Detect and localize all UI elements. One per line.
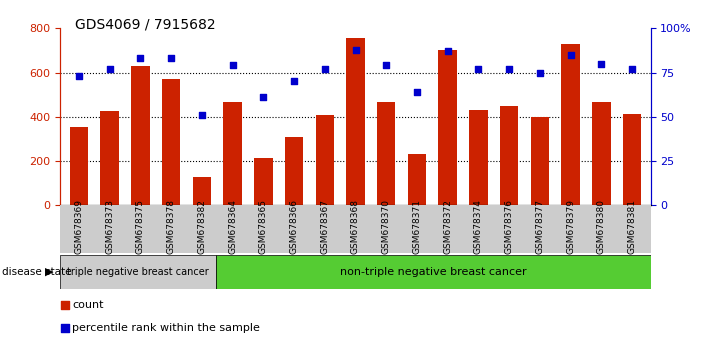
Text: count: count <box>73 300 104 310</box>
Point <box>411 89 422 95</box>
Point <box>59 326 70 331</box>
Point <box>196 112 208 118</box>
Bar <box>407 154 426 205</box>
Point <box>442 48 454 54</box>
Bar <box>623 114 641 205</box>
Point <box>134 56 146 61</box>
Bar <box>131 66 149 205</box>
Bar <box>377 102 395 205</box>
Bar <box>193 177 211 205</box>
Point <box>227 63 238 68</box>
Text: triple negative breast cancer: triple negative breast cancer <box>68 267 209 277</box>
Bar <box>215 255 651 289</box>
Point <box>626 66 638 72</box>
Bar <box>530 117 549 205</box>
Point <box>166 56 177 61</box>
Point <box>473 66 484 72</box>
Point <box>380 63 392 68</box>
Bar <box>223 102 242 205</box>
Bar <box>60 255 215 289</box>
Point <box>503 66 515 72</box>
Point <box>257 95 269 100</box>
Bar <box>316 115 334 205</box>
Point <box>565 52 577 58</box>
Bar <box>254 158 272 205</box>
Point <box>289 79 300 84</box>
Point <box>534 70 545 75</box>
Bar <box>562 44 580 205</box>
Point <box>596 61 607 67</box>
Text: non-triple negative breast cancer: non-triple negative breast cancer <box>340 267 526 277</box>
Bar <box>346 38 365 205</box>
Bar <box>592 102 611 205</box>
Bar <box>285 137 304 205</box>
Point <box>59 302 70 308</box>
Text: percentile rank within the sample: percentile rank within the sample <box>73 323 260 333</box>
Point <box>73 73 85 79</box>
Text: GDS4069 / 7915682: GDS4069 / 7915682 <box>75 18 215 32</box>
Point <box>104 66 115 72</box>
Bar <box>100 111 119 205</box>
Text: ▶: ▶ <box>45 267 53 277</box>
Point <box>319 66 331 72</box>
Bar <box>439 51 457 205</box>
Point <box>350 47 361 52</box>
Bar <box>70 127 88 205</box>
Bar <box>500 106 518 205</box>
Text: disease state: disease state <box>2 267 72 277</box>
Bar <box>469 110 488 205</box>
Bar <box>162 79 181 205</box>
